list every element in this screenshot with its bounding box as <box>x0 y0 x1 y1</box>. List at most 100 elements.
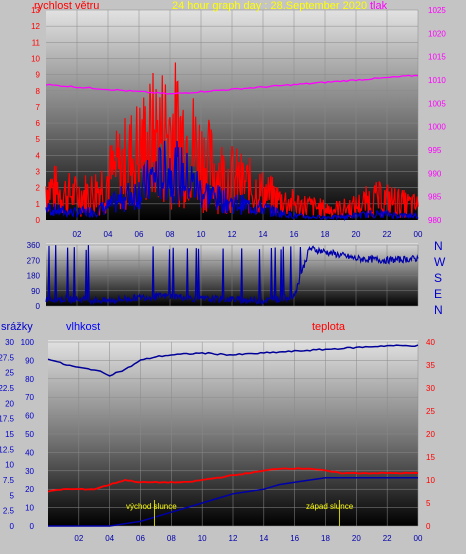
wind-tick-label: 1 <box>36 200 41 209</box>
pressure-tick-label: 995 <box>428 146 442 155</box>
humidity-tick-label: 60 <box>25 412 34 421</box>
dewpoint-series <box>48 476 418 527</box>
humidity-tick-label: 10 <box>25 504 34 513</box>
rain-tick-label: 15 <box>5 430 14 439</box>
pressure-tick-label: 990 <box>428 169 442 178</box>
temperature-axis-label: teplota <box>312 321 346 333</box>
pressure-tick-label: 980 <box>428 216 442 225</box>
x-tick-label: 02 <box>74 534 83 543</box>
wind-tick-label: 7 <box>36 103 41 112</box>
direction-tick-label: 180 <box>27 272 41 281</box>
wind-tick-label: 4 <box>36 151 41 160</box>
wind-tick-label: 13 <box>31 6 40 15</box>
x-tick-label: 06 <box>136 534 145 543</box>
x-tick-label: 16 <box>290 534 299 543</box>
x-tick-label: 10 <box>197 230 206 239</box>
rain-tick-label: 5 <box>10 491 15 500</box>
rain-tick-label: 2.5 <box>3 507 15 516</box>
pressure-axis-label: tlak <box>370 0 388 12</box>
wind-tick-label: 11 <box>32 38 41 47</box>
compass-w: W <box>434 255 446 269</box>
wind-tick-label: 12 <box>31 22 40 31</box>
sunrise-label: východ slunce <box>126 502 177 511</box>
temperature-series <box>47 467 419 493</box>
temperature-tick-label: 35 <box>426 361 435 370</box>
humidity-tick-label: 20 <box>25 485 34 494</box>
pressure-tick-label: 1025 <box>428 6 446 15</box>
x-tick-label: 20 <box>352 230 361 239</box>
x-tick-label: 20 <box>352 534 361 543</box>
rain-tick-label: 27.5 <box>0 353 15 362</box>
humidity-axis-label: vlhkost <box>66 321 100 333</box>
x-tick-label: 10 <box>198 534 207 543</box>
humidity-tick-label: 30 <box>25 467 34 476</box>
wind-gust-series <box>45 62 419 219</box>
pressure-tick-label: 1015 <box>428 53 446 62</box>
rain-tick-label: 20 <box>5 399 14 408</box>
chart-title: 24 hour graph day : 28.September 2020 <box>172 0 367 12</box>
temperature-tick-label: 0 <box>426 522 431 531</box>
wind-tick-label: 8 <box>36 87 41 96</box>
x-tick-label: 12 <box>228 230 237 239</box>
direction-tick-label: 0 <box>36 302 41 311</box>
temperature-tick-label: 15 <box>426 453 435 462</box>
sunset-label: západ slunce <box>306 502 354 511</box>
temperature-tick-label: 25 <box>426 407 435 416</box>
x-tick-label: 18 <box>321 534 330 543</box>
compass-n-top: N <box>434 239 443 253</box>
rain-tick-label: 22.5 <box>0 384 15 393</box>
wind-tick-label: 9 <box>36 71 41 80</box>
direction-tick-label: 90 <box>31 287 40 296</box>
direction-tick-label: 360 <box>27 241 41 250</box>
temperature-tick-label: 30 <box>426 384 435 393</box>
x-tick-label: 14 <box>259 230 268 239</box>
x-tick-label: 02 <box>73 230 82 239</box>
pressure-tick-label: 1020 <box>428 29 446 38</box>
temperature-tick-label: 10 <box>426 476 435 485</box>
humidity-tick-label: 90 <box>25 356 34 365</box>
wind-direction-series <box>45 245 419 306</box>
humidity-tick-label: 100 <box>21 338 35 347</box>
wind-tick-label: 3 <box>36 168 41 177</box>
humidity-tick-label: 70 <box>25 393 34 402</box>
compass-e: E <box>434 287 442 301</box>
humidity-tick-label: 0 <box>30 522 35 531</box>
rain-axis-label: srážky <box>1 321 33 333</box>
rain-tick-label: 7.5 <box>3 476 15 485</box>
compass-n-bottom: N <box>434 303 443 317</box>
compass-s: S <box>434 271 442 285</box>
rain-tick-label: 10 <box>5 461 14 470</box>
temperature-tick-label: 40 <box>426 338 435 347</box>
x-tick-label: 18 <box>321 230 330 239</box>
wind-tick-label: 5 <box>36 135 41 144</box>
humidity-tick-label: 40 <box>25 448 34 457</box>
temperature-tick-label: 20 <box>426 430 435 439</box>
wind-tick-label: 10 <box>31 54 40 63</box>
wind-tick-label: 0 <box>36 216 41 225</box>
x-tick-label: 08 <box>167 534 176 543</box>
humidity-series <box>47 344 419 377</box>
direction-tick-label: 270 <box>27 256 41 265</box>
x-tick-label: 14 <box>259 534 268 543</box>
rain-tick-label: 30 <box>5 338 14 347</box>
x-tick-label: 08 <box>166 230 175 239</box>
x-tick-label: 04 <box>105 534 114 543</box>
pressure-tick-label: 1000 <box>428 123 446 132</box>
humidity-tick-label: 80 <box>25 375 34 384</box>
x-tick-label: 22 <box>383 230 392 239</box>
pressure-tick-label: 985 <box>428 193 442 202</box>
x-tick-label: 04 <box>104 230 113 239</box>
x-tick-label: 22 <box>383 534 392 543</box>
rain-tick-label: 25 <box>5 369 14 378</box>
pressure-tick-label: 1005 <box>428 99 446 108</box>
wind-tick-label: 6 <box>36 119 41 128</box>
x-tick-label: 00 <box>414 230 423 239</box>
x-tick-label: 16 <box>290 230 299 239</box>
x-tick-label: 12 <box>229 534 238 543</box>
wind-tick-label: 2 <box>36 184 41 193</box>
wind-avg-series <box>45 140 419 222</box>
x-tick-label: 00 <box>414 534 423 543</box>
wind-axis-label: rychlost větru <box>34 0 99 12</box>
